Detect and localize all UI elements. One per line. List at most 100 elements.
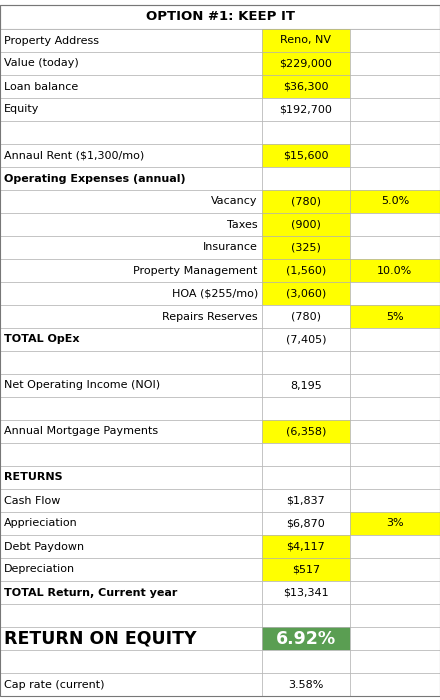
Bar <box>0 466 262 489</box>
Bar <box>0 236 262 259</box>
Text: (7,405): (7,405) <box>286 335 326 344</box>
Text: $192,700: $192,700 <box>279 104 332 115</box>
Bar <box>262 512 350 535</box>
Bar <box>262 627 350 650</box>
Text: (780): (780) <box>291 197 321 206</box>
Bar <box>350 673 440 696</box>
Bar <box>0 397 262 420</box>
Text: 10.0%: 10.0% <box>377 265 413 276</box>
Text: (6,358): (6,358) <box>286 426 326 437</box>
Text: $36,300: $36,300 <box>283 81 329 92</box>
Text: 3%: 3% <box>386 519 404 528</box>
Bar <box>262 420 350 443</box>
Text: Depreciation: Depreciation <box>4 564 75 575</box>
Bar <box>350 627 440 650</box>
Bar <box>350 190 440 213</box>
Bar <box>350 650 440 673</box>
Text: HOA ($255/mo): HOA ($255/mo) <box>172 288 258 298</box>
Bar <box>0 75 262 98</box>
Bar <box>350 98 440 121</box>
Text: Cash Flow: Cash Flow <box>4 496 60 505</box>
Text: $13,341: $13,341 <box>283 587 329 598</box>
Text: 8,195: 8,195 <box>290 381 322 391</box>
Bar <box>350 52 440 75</box>
Bar <box>350 466 440 489</box>
Bar <box>350 604 440 627</box>
Bar <box>350 512 440 535</box>
Bar <box>262 75 350 98</box>
Text: $15,600: $15,600 <box>283 150 329 160</box>
Bar <box>350 397 440 420</box>
Bar <box>262 581 350 604</box>
Bar <box>350 374 440 397</box>
Bar <box>262 52 350 75</box>
Bar <box>350 236 440 259</box>
Bar <box>350 420 440 443</box>
Bar <box>0 213 262 236</box>
Bar <box>0 98 262 121</box>
Bar <box>350 351 440 374</box>
Bar <box>262 328 350 351</box>
Text: RETURNS: RETURNS <box>4 473 62 482</box>
Bar <box>350 29 440 52</box>
Text: $1,837: $1,837 <box>286 496 325 505</box>
Text: 3.58%: 3.58% <box>288 680 323 689</box>
Text: Repairs Reserves: Repairs Reserves <box>162 312 258 321</box>
Text: Taxes: Taxes <box>227 220 258 230</box>
Text: TOTAL OpEx: TOTAL OpEx <box>4 335 80 344</box>
Bar <box>350 443 440 466</box>
Text: $229,000: $229,000 <box>279 59 332 69</box>
Bar <box>262 673 350 696</box>
Text: Net Operating Income (NOI): Net Operating Income (NOI) <box>4 381 160 391</box>
Text: Annaul Rent ($1,300/mo): Annaul Rent ($1,300/mo) <box>4 150 144 160</box>
Bar <box>262 29 350 52</box>
Text: TOTAL Return, Current year: TOTAL Return, Current year <box>4 587 177 598</box>
Bar <box>350 144 440 167</box>
Text: Annual Mortgage Payments: Annual Mortgage Payments <box>4 426 158 437</box>
Bar <box>0 5 440 29</box>
Text: OPTION #1: KEEP IT: OPTION #1: KEEP IT <box>146 10 294 24</box>
Bar <box>350 328 440 351</box>
Text: 5%: 5% <box>386 312 404 321</box>
Text: (1,560): (1,560) <box>286 265 326 276</box>
Text: $517: $517 <box>292 564 320 575</box>
Text: RETURN ON EQUITY: RETURN ON EQUITY <box>4 629 197 648</box>
Bar <box>262 305 350 328</box>
Text: $4,117: $4,117 <box>286 542 325 552</box>
Bar <box>0 443 262 466</box>
Bar <box>262 535 350 558</box>
Bar <box>262 558 350 581</box>
Text: Value (today): Value (today) <box>4 59 79 69</box>
Bar <box>0 328 262 351</box>
Text: 5.0%: 5.0% <box>381 197 409 206</box>
Bar <box>262 213 350 236</box>
Bar <box>0 420 262 443</box>
Text: (3,060): (3,060) <box>286 288 326 298</box>
Bar <box>350 213 440 236</box>
Text: Loan balance: Loan balance <box>4 81 78 92</box>
Bar <box>262 374 350 397</box>
Bar <box>0 29 262 52</box>
Bar <box>350 167 440 190</box>
Bar <box>0 351 262 374</box>
Bar <box>350 305 440 328</box>
Text: (780): (780) <box>291 312 321 321</box>
Text: Reno, NV: Reno, NV <box>280 36 331 46</box>
Bar <box>0 121 262 144</box>
Bar <box>0 489 262 512</box>
Text: Debt Paydown: Debt Paydown <box>4 542 84 552</box>
Bar <box>0 282 262 305</box>
Bar <box>0 650 262 673</box>
Text: Equity: Equity <box>4 104 39 115</box>
Bar <box>350 558 440 581</box>
Bar <box>262 282 350 305</box>
Text: $6,870: $6,870 <box>286 519 325 528</box>
Bar <box>262 489 350 512</box>
Bar <box>262 190 350 213</box>
Bar <box>262 236 350 259</box>
Bar <box>0 374 262 397</box>
Bar <box>0 673 262 696</box>
Bar <box>262 259 350 282</box>
Bar <box>262 98 350 121</box>
Text: (900): (900) <box>291 220 321 230</box>
